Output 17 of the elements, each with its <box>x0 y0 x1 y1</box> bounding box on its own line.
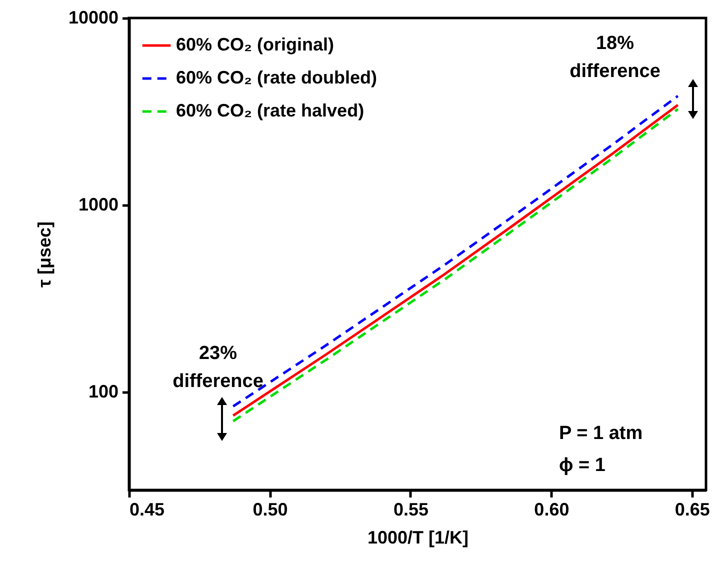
x-tick-label: 0.55 <box>393 500 428 520</box>
legend-label: 60% CO₂ (rate halved) <box>176 100 364 120</box>
legend-label: 60% CO₂ (rate doubled) <box>176 68 378 88</box>
x-axis-title: 1000/T [1/K] <box>367 528 469 548</box>
x-tick-label: 0.45 <box>130 500 165 520</box>
y-axis-title: τ [μsec] <box>34 221 54 288</box>
annotation: 23% difference <box>172 343 264 392</box>
legend-label: 60% CO₂ (original) <box>176 34 334 54</box>
x-tick-label: 0.65 <box>674 500 710 520</box>
x-tick-label: 0.50 <box>252 500 288 520</box>
annotation: 18% difference <box>570 33 660 82</box>
y-tick-label: 10000 <box>68 8 118 28</box>
y-tick-label: 1000 <box>78 194 118 215</box>
annotation: ϕ = 1 <box>559 455 606 476</box>
y-tick-label: 100 <box>88 382 118 402</box>
x-tick-label: 0.60 <box>534 500 570 520</box>
annotation: P = 1 atm <box>559 423 643 444</box>
